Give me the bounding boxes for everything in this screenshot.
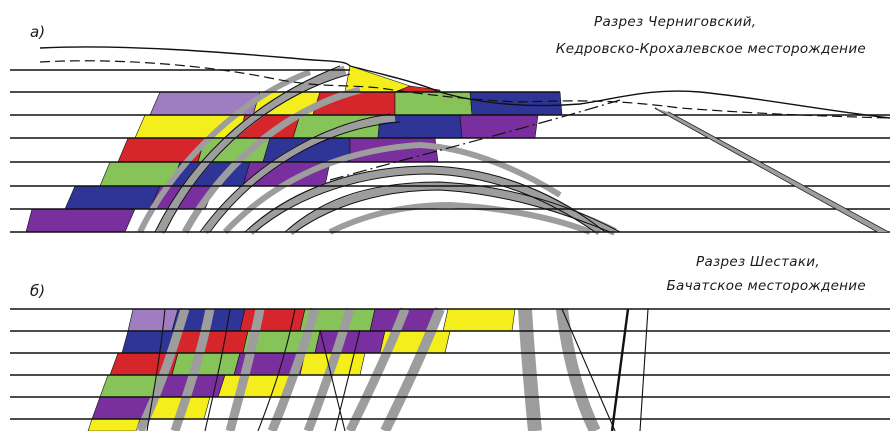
bench-b-r1-red — [239, 308, 306, 332]
bench-b-r2-red — [174, 330, 249, 354]
seam-b-2 — [170, 308, 215, 431]
seam-a-1 — [155, 65, 347, 234]
seam-b-6 — [345, 307, 410, 431]
seam-b-9 — [556, 308, 601, 431]
seam-b-8 — [518, 308, 542, 431]
panel-a-letter: а) — [30, 23, 45, 41]
seam-b-7 — [380, 307, 445, 431]
panel-a-caption-line2: Кедровско-Крохалевское месторождение — [556, 41, 866, 57]
bench-b-r2-purple — [314, 330, 386, 354]
section-a — [10, 46, 890, 236]
fault-zone-a — [655, 108, 888, 232]
bench-a-r1-blue — [469, 91, 563, 116]
seam-b-5 — [303, 307, 355, 431]
dash-dot-line — [329, 99, 621, 181]
section-a-levels — [10, 69, 890, 233]
bench-a-r5-blue — [64, 185, 161, 210]
section-b-seams — [135, 307, 601, 431]
bench-b-r4-yellow — [217, 374, 291, 398]
panel-a-caption-line1: Разрез Черниговский, — [594, 14, 756, 30]
seam-a-4 — [222, 141, 562, 235]
seam-b-4 — [267, 307, 320, 431]
terrain-line-dashed — [39, 60, 890, 119]
seam-a-2 — [181, 86, 361, 234]
bench-b-r1-yellow — [442, 308, 516, 332]
seam-a-5 — [247, 165, 603, 236]
terrain-line-solid — [39, 46, 890, 119]
panel-b-letter: б) — [30, 282, 45, 300]
panel-b-caption-line1: Разрез Шестаки, — [696, 254, 820, 270]
bench-b-r6-yellow — [87, 418, 141, 431]
section-a-terrain — [39, 46, 890, 233]
section-b-thin-lines — [146, 308, 649, 431]
section-b-levels — [10, 308, 890, 420]
bench-b-r5-purple — [91, 396, 151, 420]
seam-b-1 — [135, 307, 190, 431]
seam-a-7 — [328, 201, 592, 235]
section-b — [10, 307, 890, 431]
seam-b-3 — [225, 308, 265, 431]
bench-b-r1-lilac — [127, 308, 179, 332]
panel-b-caption-line2: Бачатское месторождение — [666, 278, 866, 294]
bench-b-r3-green — [171, 352, 241, 376]
bench-a-r6-purple — [25, 208, 136, 233]
